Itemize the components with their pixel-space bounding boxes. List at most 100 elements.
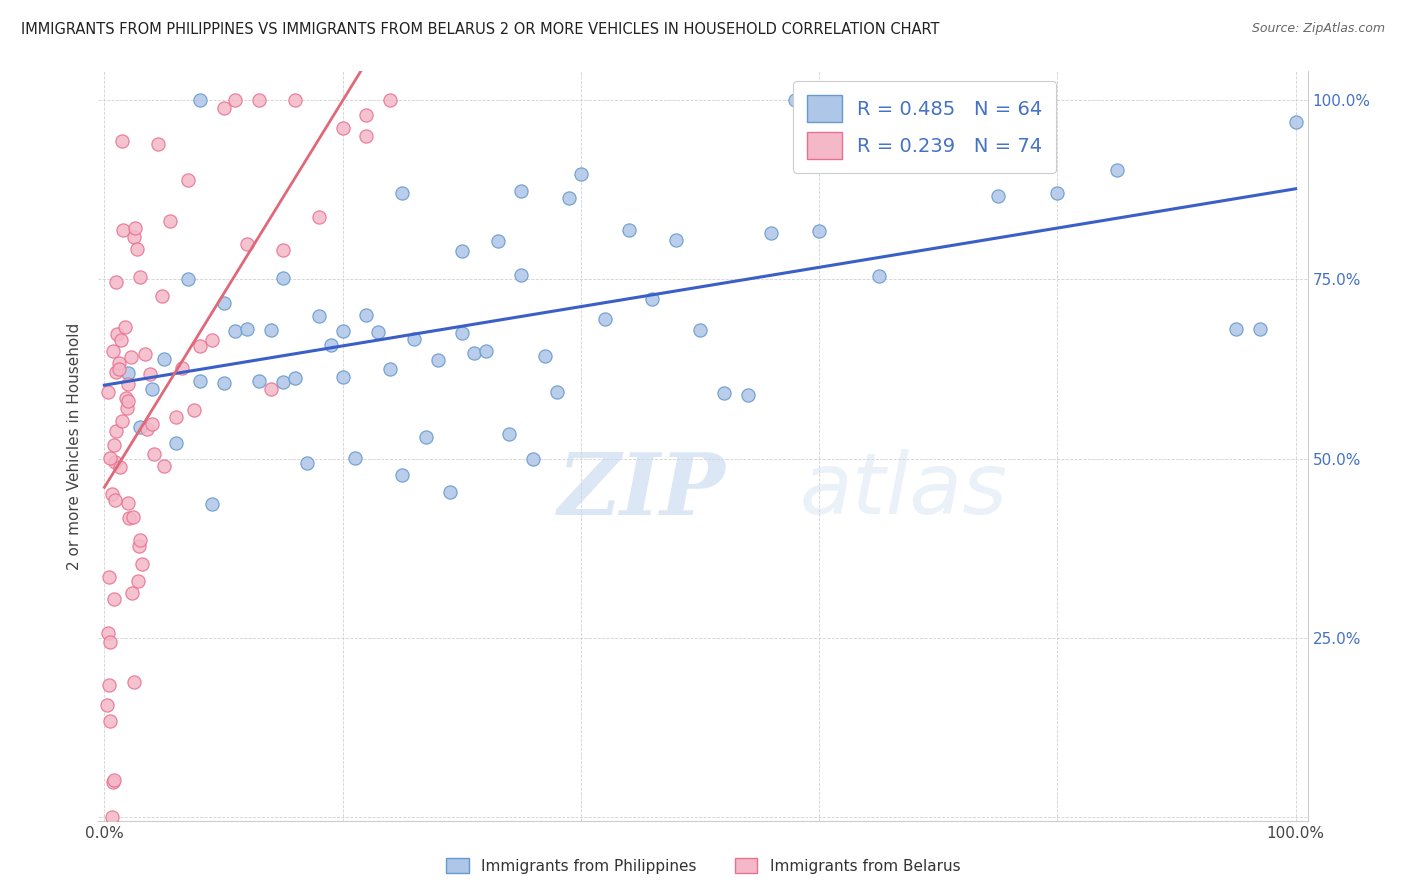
Point	[380, 93, 402, 107]
Point	[138, 367, 160, 381]
Point	[332, 324, 354, 338]
Point	[129, 270, 152, 285]
Point	[224, 93, 246, 107]
Point	[117, 393, 139, 408]
Point	[391, 186, 413, 200]
Point	[546, 385, 568, 400]
Point	[124, 221, 146, 235]
Point	[356, 108, 378, 122]
Point	[356, 308, 378, 322]
Legend: Immigrants from Philippines, Immigrants from Belarus: Immigrants from Philippines, Immigrants …	[440, 852, 966, 880]
Point	[474, 343, 496, 358]
Point	[114, 391, 136, 405]
Point	[122, 230, 145, 244]
Point	[129, 420, 152, 434]
Point	[98, 450, 121, 465]
Point	[146, 137, 169, 152]
Point	[165, 410, 187, 425]
Text: ZIP: ZIP	[558, 450, 725, 533]
Point	[131, 557, 153, 571]
Point	[107, 362, 129, 376]
Point	[122, 675, 145, 690]
Point	[1225, 322, 1247, 336]
Point	[510, 268, 533, 282]
Point	[105, 276, 128, 290]
Point	[141, 417, 163, 431]
Point	[188, 374, 211, 388]
Point	[100, 487, 122, 501]
Point	[111, 414, 134, 428]
Point	[122, 510, 145, 524]
Point	[101, 343, 124, 358]
Point	[212, 376, 235, 390]
Point	[98, 714, 121, 728]
Point	[247, 93, 270, 107]
Point	[415, 430, 437, 444]
Point	[103, 438, 125, 452]
Point	[188, 339, 211, 353]
Point	[356, 128, 378, 143]
Point	[367, 326, 389, 340]
Point	[486, 235, 509, 249]
Point	[125, 242, 148, 256]
Point	[404, 332, 426, 346]
Point	[522, 451, 544, 466]
Point	[165, 435, 187, 450]
Point	[143, 447, 166, 461]
Point	[761, 226, 783, 240]
Point	[868, 268, 890, 283]
Point	[271, 271, 294, 285]
Point	[177, 173, 200, 187]
Point	[569, 167, 592, 181]
Point	[117, 495, 139, 509]
Point	[134, 347, 156, 361]
Point	[284, 93, 307, 107]
Point	[103, 773, 125, 788]
Text: IMMIGRANTS FROM PHILIPPINES VS IMMIGRANTS FROM BELARUS 2 OR MORE VEHICLES IN HOU: IMMIGRANTS FROM PHILIPPINES VS IMMIGRANT…	[21, 22, 939, 37]
Point	[159, 214, 181, 228]
Point	[343, 450, 366, 465]
Point	[104, 455, 127, 469]
Point	[510, 185, 533, 199]
Point	[271, 376, 294, 390]
Point	[1249, 322, 1271, 336]
Text: atlas: atlas	[800, 450, 1008, 533]
Point	[689, 323, 711, 337]
Point	[224, 324, 246, 338]
Point	[118, 511, 141, 525]
Point	[101, 775, 124, 789]
Point	[98, 570, 121, 584]
Point	[129, 533, 152, 547]
Point	[153, 352, 176, 367]
Point	[100, 810, 122, 824]
Point	[426, 353, 449, 368]
Point	[380, 361, 402, 376]
Point	[150, 289, 173, 303]
Point	[450, 326, 472, 340]
Point	[188, 93, 211, 107]
Point	[117, 376, 139, 391]
Point	[105, 425, 128, 439]
Point	[785, 93, 807, 107]
Point	[463, 346, 485, 360]
Point	[97, 626, 120, 640]
Point	[104, 493, 127, 508]
Point	[96, 698, 118, 712]
Point	[295, 456, 318, 470]
Point	[103, 592, 125, 607]
Point	[271, 243, 294, 257]
Point	[308, 310, 330, 324]
Point	[107, 356, 129, 370]
Point	[1105, 162, 1128, 177]
Point	[308, 210, 330, 224]
Point	[115, 401, 138, 415]
Point	[212, 296, 235, 310]
Point	[98, 635, 121, 649]
Point	[450, 244, 472, 258]
Point	[128, 540, 150, 554]
Point	[120, 350, 142, 364]
Point	[107, 327, 129, 342]
Y-axis label: 2 or more Vehicles in Household: 2 or more Vehicles in Household	[67, 322, 83, 570]
Point	[617, 223, 640, 237]
Point	[110, 333, 132, 347]
